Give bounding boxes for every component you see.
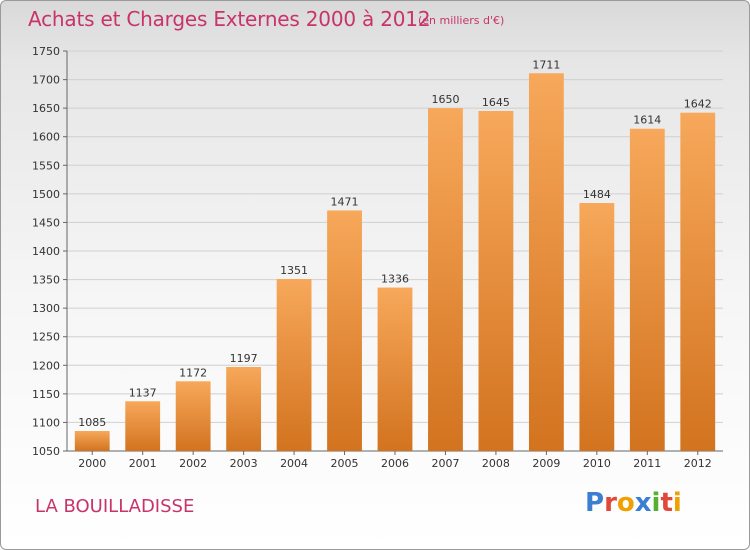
y-tick-label: 1300 — [32, 302, 60, 315]
bar-value-label: 1642 — [684, 98, 712, 111]
x-tick-label: 2002 — [179, 457, 207, 470]
bar — [528, 73, 564, 452]
logo-letter: i — [651, 488, 661, 518]
x-tick-label: 2007 — [431, 457, 459, 470]
logo-letter: r — [604, 488, 617, 518]
unit-note: (en milliers d'€) — [418, 14, 505, 27]
bar-value-label: 1137 — [129, 386, 157, 399]
x-tick-label: 2010 — [583, 457, 611, 470]
x-tick-label: 2008 — [482, 457, 510, 470]
y-tick-label: 1650 — [32, 102, 60, 115]
logo-letter: o — [616, 488, 635, 518]
x-tick-label: 2011 — [633, 457, 661, 470]
x-tick-label: 2003 — [230, 457, 258, 470]
x-tick-label: 2004 — [280, 457, 308, 470]
chart-title: Achats et Charges Externes 2000 à 2012 — [28, 7, 431, 31]
bar-value-label: 1645 — [482, 96, 510, 109]
x-tick-label: 2001 — [129, 457, 157, 470]
bar-value-label: 1614 — [633, 114, 661, 127]
commune-name: LA BOUILLADISSE — [35, 496, 195, 517]
y-tick-label: 1400 — [32, 245, 60, 258]
labels: 1050 1100 1150 1200 1250 1300 1350 1400 1450 1500… — [32, 45, 712, 470]
y-tick-label: 1750 — [32, 45, 60, 58]
y-tick-label: 1250 — [32, 331, 60, 344]
y-tick-label: 1050 — [32, 445, 60, 458]
bar — [175, 381, 211, 451]
bar — [226, 367, 262, 451]
bar — [327, 210, 362, 451]
y-tick-label: 1350 — [32, 274, 60, 287]
logo-letter: x — [634, 488, 652, 518]
y-tick-label: 1600 — [32, 131, 60, 144]
bar-value-label: 1172 — [179, 366, 207, 379]
bar-value-label: 1336 — [381, 273, 409, 286]
bar-value-label: 1471 — [331, 195, 359, 208]
y-tick-label: 1150 — [32, 388, 60, 401]
bar-value-label: 1197 — [230, 352, 258, 365]
y-tick-label: 1200 — [32, 359, 60, 372]
logo-letter: i — [672, 488, 682, 518]
bar-value-label: 1484 — [583, 188, 611, 201]
x-tick-label: 2000 — [78, 457, 106, 470]
bar-value-label: 1351 — [280, 264, 308, 277]
bar — [579, 203, 615, 451]
bar — [629, 128, 665, 451]
bars — [74, 73, 716, 452]
bar-value-label: 1650 — [431, 93, 459, 106]
bar — [74, 431, 110, 451]
bar — [428, 108, 463, 452]
bar — [478, 111, 514, 451]
x-tick-label: 2006 — [381, 457, 409, 470]
y-tick-label: 1450 — [32, 216, 60, 229]
logo-letter: t — [660, 488, 673, 518]
x-tick-label: 2009 — [532, 457, 560, 470]
bar — [377, 287, 413, 451]
proxiti-logo: Proxiti — [585, 488, 682, 518]
bar-value-label: 1085 — [78, 416, 106, 429]
y-tick-label: 1550 — [32, 159, 60, 172]
x-tick-label: 2012 — [684, 457, 712, 470]
bar — [276, 279, 312, 451]
x-tick-label: 2005 — [331, 457, 359, 470]
bar-chart: 1050 1100 1150 1200 1250 1300 1350 1400 1450 1500… — [32, 45, 723, 470]
bar — [680, 112, 716, 451]
logo-letter: P — [585, 488, 605, 518]
bar — [125, 401, 161, 451]
bar-value-label: 1711 — [532, 58, 560, 71]
y-tick-label: 1100 — [32, 416, 60, 429]
y-tick-label: 1500 — [32, 188, 60, 201]
y-tick-label: 1700 — [32, 74, 60, 87]
